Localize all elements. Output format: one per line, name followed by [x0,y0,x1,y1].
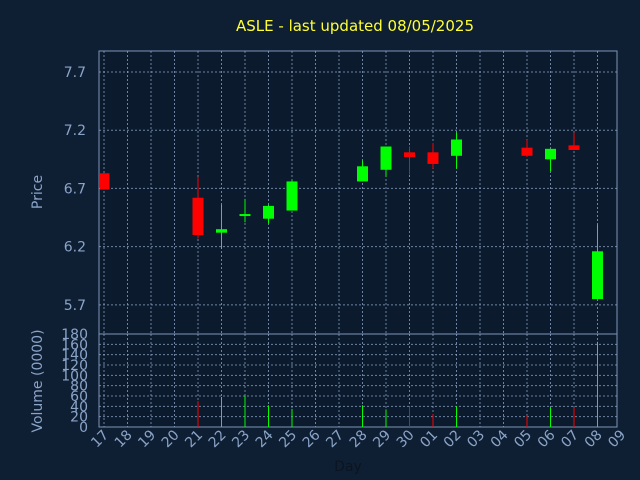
price-tick-label: 5.7 [64,298,86,314]
price-tick-label: 6.7 [64,181,86,197]
volume-bars [197,341,598,427]
volume-tick-label: 140 [61,348,88,364]
volume-axis-label: Volume (0000) [30,329,46,432]
candle-body [239,214,251,217]
day-tick-label: 04 [488,427,512,451]
day-tick-labels: 17 18 19 20 21 22 23 24 25 26 27 28 29 30 01 02 03 04 05 06… [88,427,629,451]
volume-tick-label: 180 [61,327,88,343]
candle-body [404,152,415,157]
price-panel [98,50,618,335]
candle-body [521,147,533,156]
day-tick-label: 24 [253,427,277,451]
volume-tick-label: 160 [61,337,88,353]
day-tick-label: 23 [229,427,253,451]
volume-tick-label: 0 [79,420,88,436]
day-tick-label: 29 [370,427,394,451]
day-tick-label: 17 [88,427,112,451]
day-tick-label: 19 [135,427,159,451]
day-tick-label: 27 [323,427,347,451]
candle-body [568,145,580,150]
candle-body [380,146,392,170]
volume-tick-label: 60 [70,389,88,405]
day-tick-label: 03 [464,427,488,451]
day-tick-label: 22 [206,427,230,451]
day-tick-label: 25 [276,427,300,451]
day-tick-label: 02 [441,427,465,451]
price-axis-label: Price [30,175,46,209]
volume-tick-label: 20 [70,410,88,426]
candle-body [545,148,556,160]
price-tick-label: 7.2 [64,123,86,139]
day-tick-label: 06 [535,427,559,451]
day-tick-label: 26 [300,427,324,451]
candle-body [451,139,462,156]
day-tick-label: 07 [558,427,582,451]
candle-body [286,181,298,211]
volume-tick-label: 40 [70,399,88,415]
price-tick-label: 6.2 [64,240,86,256]
price-candles [100,132,603,300]
candle-body [216,229,227,233]
day-tick-label: 28 [347,427,371,451]
volume-panel [98,333,618,428]
day-tick-label: 09 [605,427,629,451]
x-axis-label: Day [334,459,362,475]
day-tick-label: 21 [182,427,206,451]
candle-body [427,152,439,164]
candle-body [100,173,110,190]
candle-body [592,251,603,300]
price-tick-labels: 5.7 6.2 6.7 7.2 7.7 [64,65,86,314]
day-tick-label: 08 [582,427,606,451]
day-tick-label: 05 [511,427,535,451]
candle-body [357,166,368,182]
candle-body [192,197,204,236]
candle-body [263,205,274,219]
price-tick-label: 7.7 [64,65,86,81]
day-tick-label: 01 [417,427,441,451]
chart-title: ASLE - last updated 08/05/2025 [236,17,474,35]
volume-tick-label: 100 [61,368,88,384]
volume-tick-label: 80 [70,379,88,395]
day-tick-label: 18 [112,427,136,451]
day-tick-label: 20 [159,427,183,451]
volume-tick-label: 120 [61,358,88,374]
day-tick-label: 30 [394,427,418,451]
